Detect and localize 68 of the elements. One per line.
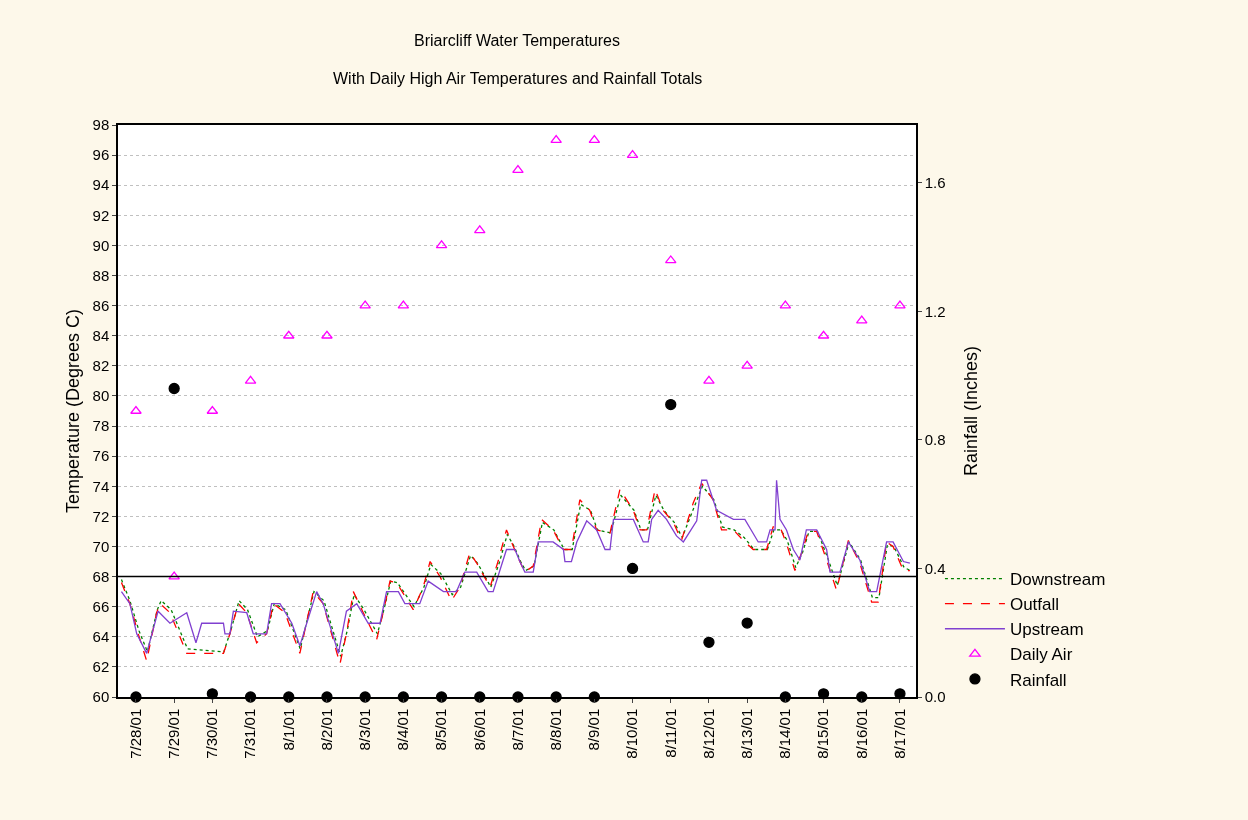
y-tick-label: 78 bbox=[92, 417, 110, 435]
y-tick-label: 88 bbox=[92, 266, 110, 284]
y2-tick-label: 0.8 bbox=[924, 431, 946, 449]
y-tick-label: 60 bbox=[92, 688, 110, 706]
x-tick-label: 8/9/01 bbox=[585, 708, 603, 751]
x-tick-label: 8/1/01 bbox=[279, 708, 297, 751]
point bbox=[741, 360, 753, 369]
y-axis-title: Temperature (Degrees C) bbox=[63, 308, 84, 514]
point bbox=[703, 375, 715, 384]
y2-tick-label: 1.2 bbox=[924, 302, 946, 320]
x-tick-label: 8/5/01 bbox=[432, 708, 450, 751]
y-tick-label: 82 bbox=[92, 357, 110, 375]
y-tick-label: 72 bbox=[92, 507, 110, 525]
y-tick-label: 70 bbox=[92, 537, 110, 555]
chart-title: Briarcliff Water Temperatures bbox=[414, 31, 620, 49]
point bbox=[512, 165, 524, 174]
legend-label: Rainfall bbox=[1009, 670, 1067, 690]
y-tick-label: 90 bbox=[92, 236, 110, 254]
point bbox=[168, 382, 180, 395]
y-tick-label: 62 bbox=[92, 658, 110, 676]
point bbox=[741, 617, 753, 629]
x-tick-label: 8/3/01 bbox=[356, 708, 374, 751]
x-tick-label: 8/13/01 bbox=[738, 708, 756, 759]
legend-label: Outfall bbox=[1009, 595, 1060, 615]
legend-label: Daily Air bbox=[1009, 645, 1073, 665]
point bbox=[130, 405, 142, 414]
x-tick-label: 8/15/01 bbox=[814, 708, 832, 759]
x-tick-label: 7/31/01 bbox=[241, 708, 259, 759]
y-tick-label: 64 bbox=[92, 628, 110, 646]
y-tick-label: 76 bbox=[92, 447, 110, 465]
x-tick-label: 8/11/01 bbox=[661, 708, 679, 758]
x-tick-label: 8/16/01 bbox=[852, 708, 870, 759]
y-tick-label: 80 bbox=[92, 387, 110, 405]
x-tick-label: 7/28/01 bbox=[126, 708, 144, 759]
x-tick-label: 8/2/01 bbox=[317, 708, 335, 751]
point bbox=[703, 636, 715, 649]
y-tick-label: 94 bbox=[92, 176, 110, 194]
y2-tick-label: 0.0 bbox=[924, 688, 946, 706]
y-tick-label: 92 bbox=[92, 206, 110, 224]
y-tick-label: 98 bbox=[92, 116, 110, 134]
y2-axis-title: Rainfall (Inches) bbox=[961, 345, 982, 477]
y2-tick-label: 1.6 bbox=[924, 174, 946, 192]
x-tick-label: 8/10/01 bbox=[623, 708, 641, 759]
x-tick-label: 8/8/01 bbox=[547, 708, 565, 751]
point bbox=[665, 398, 677, 411]
legend-label: Downstream bbox=[1009, 570, 1106, 590]
x-tick-label: 7/30/01 bbox=[203, 708, 221, 759]
y2-tick-label: 0.4 bbox=[924, 559, 946, 577]
y-tick-label: 96 bbox=[92, 146, 110, 164]
point bbox=[626, 149, 639, 159]
x-tick-label: 8/6/01 bbox=[470, 708, 488, 751]
point bbox=[550, 134, 562, 143]
y-tick-label: 74 bbox=[92, 477, 110, 495]
y-tick-label: 84 bbox=[92, 326, 110, 344]
x-tick-label: 8/17/01 bbox=[890, 708, 908, 759]
point bbox=[626, 562, 639, 575]
x-tick-label: 7/29/01 bbox=[165, 708, 183, 759]
chart-subtitle: With Daily High Air Temperatures and Rainfall Totals bbox=[333, 70, 703, 87]
x-tick-label: 8/7/01 bbox=[508, 708, 526, 751]
y-tick-label: 86 bbox=[92, 296, 110, 314]
legend-label: Upstream bbox=[1009, 620, 1084, 640]
y-tick-label: 66 bbox=[92, 597, 110, 615]
point bbox=[321, 330, 333, 339]
x-tick-label: 8/4/01 bbox=[394, 708, 412, 751]
x-tick-label: 8/14/01 bbox=[776, 708, 794, 759]
x-tick-label: 8/12/01 bbox=[699, 708, 717, 759]
point bbox=[894, 300, 906, 309]
y-tick-label: 68 bbox=[92, 567, 110, 585]
